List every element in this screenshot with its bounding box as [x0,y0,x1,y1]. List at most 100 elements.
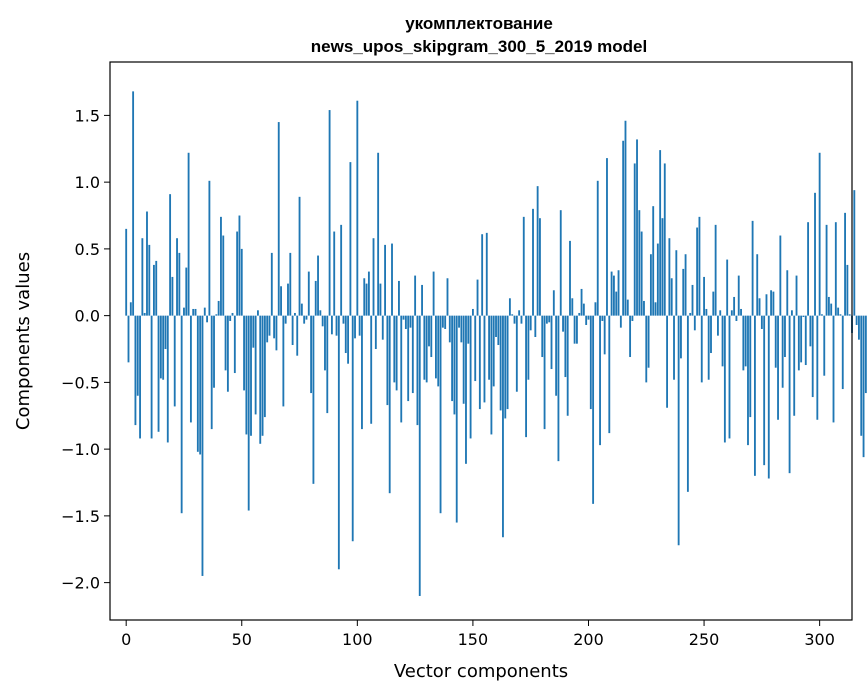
bar-20 [171,276,174,316]
bar-34 [203,307,206,316]
bar-61 [266,315,269,343]
bar-287 [788,315,791,474]
bar-26 [185,267,188,316]
bar-193 [571,298,574,316]
bar-82 [314,280,317,316]
bar-113 [386,315,389,406]
x-axis: 0 50 100 150 200 250 300 [121,620,835,649]
bar-133 [432,271,435,316]
bar-125 [414,275,417,316]
bar-204 [596,180,599,316]
bar-140 [448,315,451,343]
bar-71 [289,252,292,316]
bar-123 [409,315,412,328]
bar-202 [592,315,595,504]
bar-302 [823,315,826,376]
bar-270 [749,315,752,418]
bar-168 [513,315,516,324]
bar-29 [192,308,195,316]
bar-184 [550,315,553,370]
bar-207 [603,315,606,355]
bar-318 [860,315,863,436]
bar-94 [342,315,345,324]
bar-173 [525,315,527,438]
bar-175 [529,315,532,331]
y-tick-label: −2.0 [61,574,100,593]
bar-41 [220,216,222,316]
x-tick-label: 300 [804,630,835,649]
bar-17 [164,315,167,350]
bar-44 [226,315,229,392]
bar-106 [370,315,373,424]
bar-37 [210,315,213,430]
bar-32 [199,315,202,455]
bar-158 [490,315,493,435]
bar-5 [136,315,139,396]
bar-300 [818,152,821,316]
bar-19 [169,194,172,316]
bar-192 [569,240,571,316]
y-axis-label: Components values [13,252,34,430]
bar-33 [201,315,204,576]
bar-142 [453,315,456,415]
bar-189 [562,315,564,332]
bar-111 [381,315,384,340]
bar-162 [499,315,502,411]
bar-51 [243,315,245,391]
bar-277 [765,294,768,316]
bar-73 [294,312,296,316]
bar-90 [333,231,336,316]
bar-68 [282,315,285,407]
bar-155 [483,315,486,403]
bar-78 [305,315,308,320]
bar-251 [705,308,708,316]
bar-64 [273,315,276,339]
y-tick-label: −1.0 [61,440,100,459]
bar-243 [686,315,689,492]
y-axis: 1.5 1.0 0.5 0.0 −0.5 −1.0 −1.5 −2.0 [61,106,110,593]
bar-104 [365,283,368,316]
y-tick-label: −1.5 [61,507,100,526]
bar-88 [328,110,331,316]
bar-85 [321,315,324,327]
x-tick-label: 150 [458,630,489,649]
bar-30 [194,308,197,316]
bar-83 [317,255,319,316]
y-tick-label: 1.0 [75,173,100,192]
bar-196 [578,312,581,316]
bar-229 [654,302,657,316]
bar-45 [229,315,232,321]
bar-59 [261,315,264,436]
bar-98 [351,315,354,542]
bar-262 [730,310,733,316]
bar-39 [215,314,218,316]
bar-253 [710,315,712,354]
bar-62 [268,315,271,336]
bar-177 [534,315,537,337]
x-tick-label: 0 [121,630,131,649]
bar-238 [675,250,678,316]
bar-268 [744,315,747,367]
bar-97 [349,162,352,316]
bar-211 [612,275,615,316]
bar-6 [139,315,141,439]
bar-234 [666,315,668,408]
bar-75 [298,196,301,316]
bar-124 [411,315,414,394]
bar-278 [767,315,770,479]
bar-67 [280,286,282,316]
bar-81 [312,315,315,484]
bar-141 [451,315,454,402]
bar-265 [737,275,740,316]
bar-27 [187,152,190,316]
bar-156 [485,232,488,316]
bar-201 [589,315,592,410]
bar-276 [763,315,766,466]
bar-190 [564,315,567,378]
bar-230 [656,243,659,316]
bar-222 [638,210,641,316]
bar-294 [804,315,807,366]
bar-114 [388,315,391,494]
bar-135 [437,315,440,387]
bar-22 [176,238,178,316]
